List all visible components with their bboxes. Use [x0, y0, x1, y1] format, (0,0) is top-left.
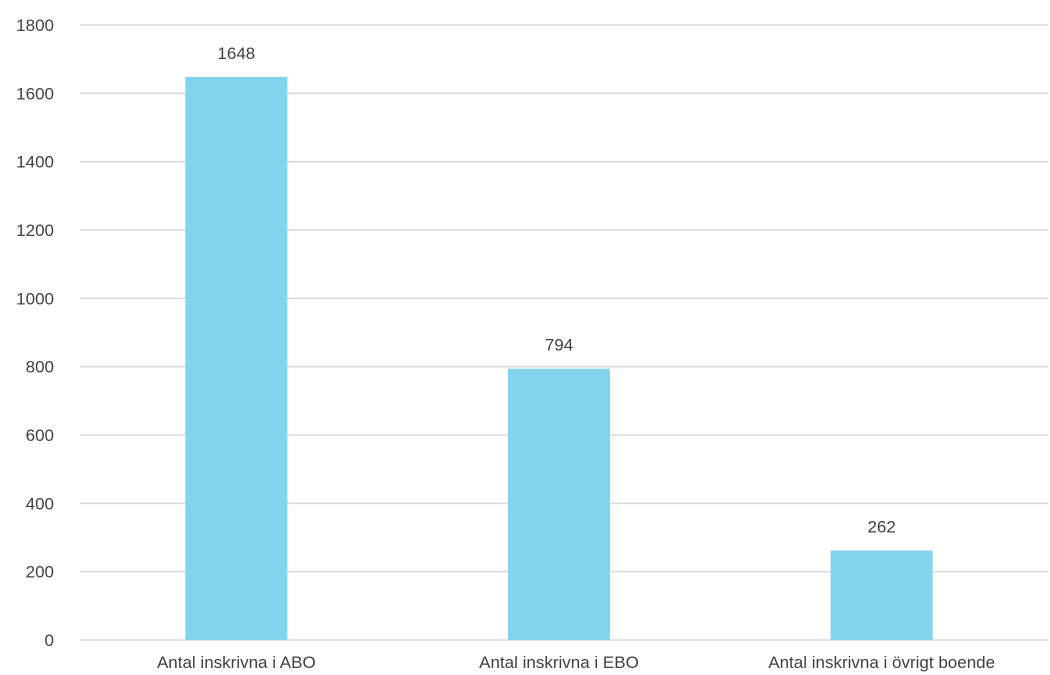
data-label: 794 — [545, 336, 573, 355]
x-axis: Antal inskrivna i ABO Antal inskrivna i E… — [157, 653, 995, 672]
bar — [830, 550, 933, 640]
y-axis: 0 200 400 600 800 1000 1200 1400 1600 1800 — [16, 16, 54, 650]
y-tick-label: 1200 — [16, 221, 54, 240]
y-tick-label: 600 — [26, 426, 54, 445]
data-labels: 1648 794 262 — [217, 44, 895, 537]
x-tick-label: Antal inskrivna i ABO — [157, 653, 316, 672]
y-tick-label: 1600 — [16, 84, 54, 103]
bars — [185, 76, 933, 640]
x-tick-label: Antal inskrivna i EBO — [479, 653, 639, 672]
y-tick-label: 400 — [26, 494, 54, 513]
y-tick-label: 200 — [26, 563, 54, 582]
bar — [508, 368, 610, 640]
y-tick-label: 0 — [45, 631, 54, 650]
data-label: 262 — [867, 517, 895, 536]
data-label: 1648 — [217, 44, 255, 63]
y-tick-label: 1000 — [16, 289, 54, 308]
x-tick-label: Antal inskrivna i övrigt boende — [768, 653, 995, 672]
y-tick-label: 1800 — [16, 16, 54, 35]
y-tick-label: 800 — [26, 358, 54, 377]
bar — [185, 76, 288, 640]
y-tick-label: 1400 — [16, 153, 54, 172]
